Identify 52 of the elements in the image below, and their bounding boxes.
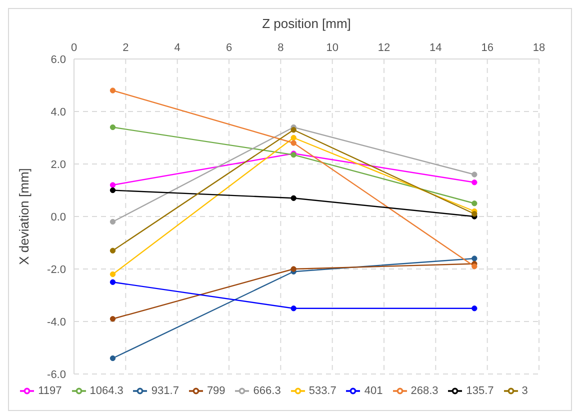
legend-label: 401 <box>364 384 383 397</box>
point <box>472 264 478 270</box>
y-tick-label: 6.0 <box>50 54 66 66</box>
point <box>110 124 116 130</box>
point <box>110 271 116 278</box>
point <box>290 140 296 146</box>
point <box>472 180 478 186</box>
legend-label: 799 <box>206 384 226 397</box>
x-tick-label: 14 <box>430 42 442 54</box>
legend-label: 666.3 <box>253 384 281 397</box>
point <box>472 172 478 178</box>
point <box>290 134 296 141</box>
point <box>110 187 116 194</box>
legend-label: 931.7 <box>151 384 179 397</box>
point <box>290 266 296 272</box>
point <box>110 218 116 225</box>
y-tick-label: -6.0 <box>47 368 66 381</box>
point <box>472 211 478 217</box>
point <box>290 127 296 133</box>
y-tick-label: -2.0 <box>47 264 66 276</box>
x-tick-label: 8 <box>278 42 284 54</box>
point <box>110 182 116 188</box>
x-axis-title: Z position [mm] <box>262 16 351 32</box>
legend-label: 268.3 <box>410 384 438 397</box>
x-tick-label: 0 <box>70 42 78 54</box>
x-tick-label: 16 <box>481 42 494 54</box>
point <box>290 195 296 201</box>
point <box>472 200 478 206</box>
y-tick-label: 4.0 <box>50 106 66 118</box>
y-axis-title: X deviation [mm] <box>16 168 32 265</box>
x-tick-label: 6 <box>226 42 232 54</box>
point <box>472 256 478 262</box>
point <box>110 248 116 254</box>
y-tick-label: 0.0 <box>50 211 66 224</box>
point <box>110 88 116 94</box>
point <box>290 306 296 312</box>
legend-label: 3 <box>522 384 528 397</box>
point <box>472 306 478 312</box>
point <box>110 279 116 285</box>
y-tick-label: 2.0 <box>50 158 66 171</box>
x-tick-label: 2 <box>122 42 129 54</box>
y-tick-label: -4.0 <box>47 316 66 328</box>
point <box>110 355 116 362</box>
legend-label: 1064.3 <box>90 384 124 397</box>
x-tick-label: 10 <box>326 42 338 54</box>
legend-label: 533.7 <box>308 384 336 397</box>
x-tick-label: 4 <box>174 42 180 54</box>
point <box>110 316 116 322</box>
legend-label: 135.7 <box>466 384 494 397</box>
x-tick-label: 12 <box>378 42 390 54</box>
x-tick-label: 18 <box>532 42 546 54</box>
legend-label: 1197 <box>38 384 62 397</box>
